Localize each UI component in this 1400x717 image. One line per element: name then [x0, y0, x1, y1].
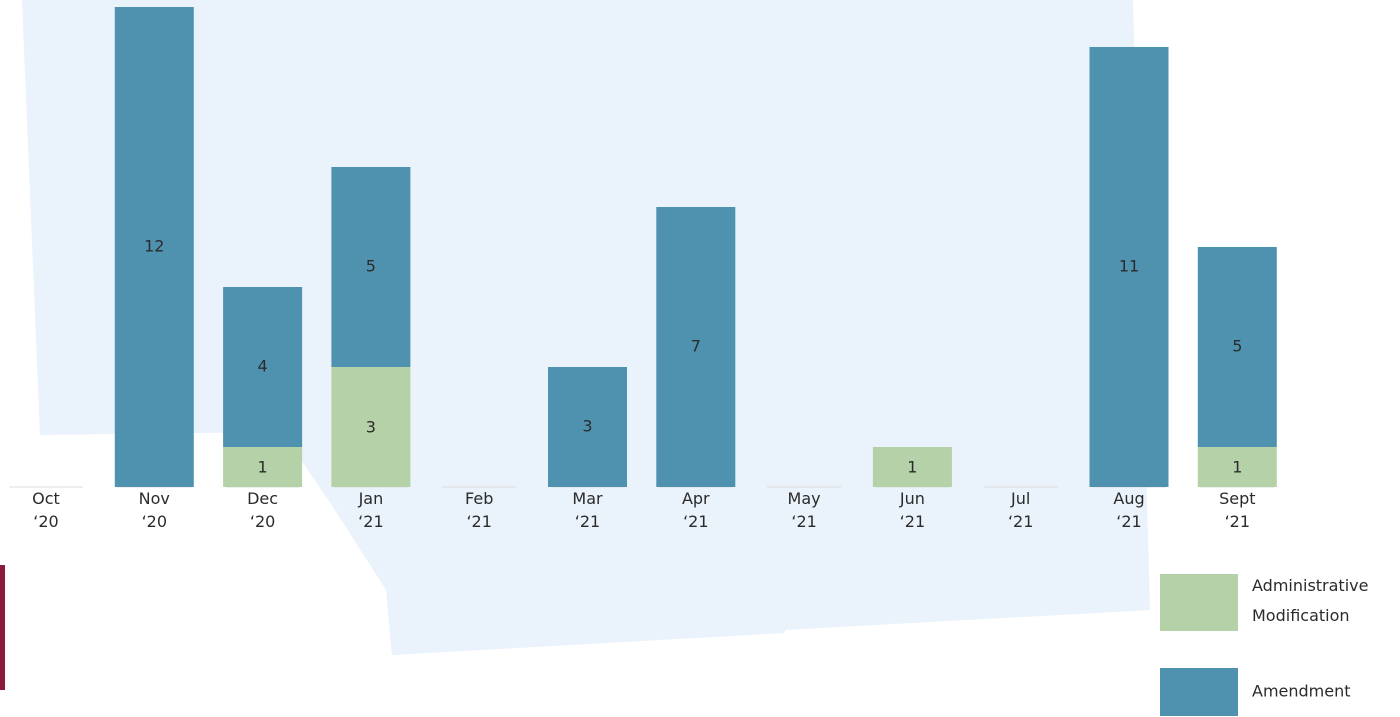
x-tick-label: Jun ‘21	[899, 489, 925, 531]
value-label: 11	[1119, 257, 1139, 276]
value-label: 12	[144, 237, 164, 256]
value-label: 5	[1232, 337, 1242, 356]
value-label: 3	[366, 418, 376, 437]
x-tick-label: Mar ‘21	[572, 489, 603, 531]
bar-segment	[1089, 47, 1169, 487]
value-label: 4	[258, 357, 268, 376]
background-shape	[22, 0, 1150, 655]
x-tick-label: Feb ‘21	[465, 489, 493, 531]
bar-segment	[223, 447, 303, 487]
value-label: 1	[907, 458, 917, 477]
x-tick-label: Oct ‘20	[32, 489, 60, 531]
legend-swatch	[1160, 574, 1238, 631]
bar-segment	[872, 447, 952, 487]
x-tick-label: Aug ‘21	[1113, 489, 1144, 531]
x-tick-label: May ‘21	[788, 489, 821, 531]
bar-segment	[548, 367, 627, 487]
value-label: 1	[258, 458, 268, 477]
legend-label: Administrative Modification	[1252, 576, 1368, 625]
edge-mark	[0, 565, 5, 690]
value-label: 5	[366, 257, 376, 276]
legend-label: Amendment	[1252, 682, 1351, 701]
value-label: 3	[582, 417, 592, 436]
x-tick-label: Nov ‘20	[139, 489, 170, 531]
x-tick-label: Dec ‘20	[247, 489, 278, 531]
bar-segment	[114, 7, 194, 487]
x-tick-label: Sept ‘21	[1219, 489, 1255, 531]
x-tick-label: Jan ‘21	[358, 489, 384, 531]
bar-segment	[1197, 247, 1277, 447]
bar-segment	[1197, 447, 1277, 487]
bar-segment	[331, 367, 411, 487]
x-tick-label: Jul ‘21	[1008, 489, 1033, 531]
value-label: 1	[1232, 458, 1242, 477]
bar-segment	[331, 167, 411, 367]
legend-swatch	[1160, 668, 1238, 716]
value-label: 7	[691, 337, 701, 356]
bar-segment	[656, 207, 736, 487]
bar-segment	[223, 287, 303, 447]
x-tick-label: Apr ‘21	[682, 489, 710, 531]
